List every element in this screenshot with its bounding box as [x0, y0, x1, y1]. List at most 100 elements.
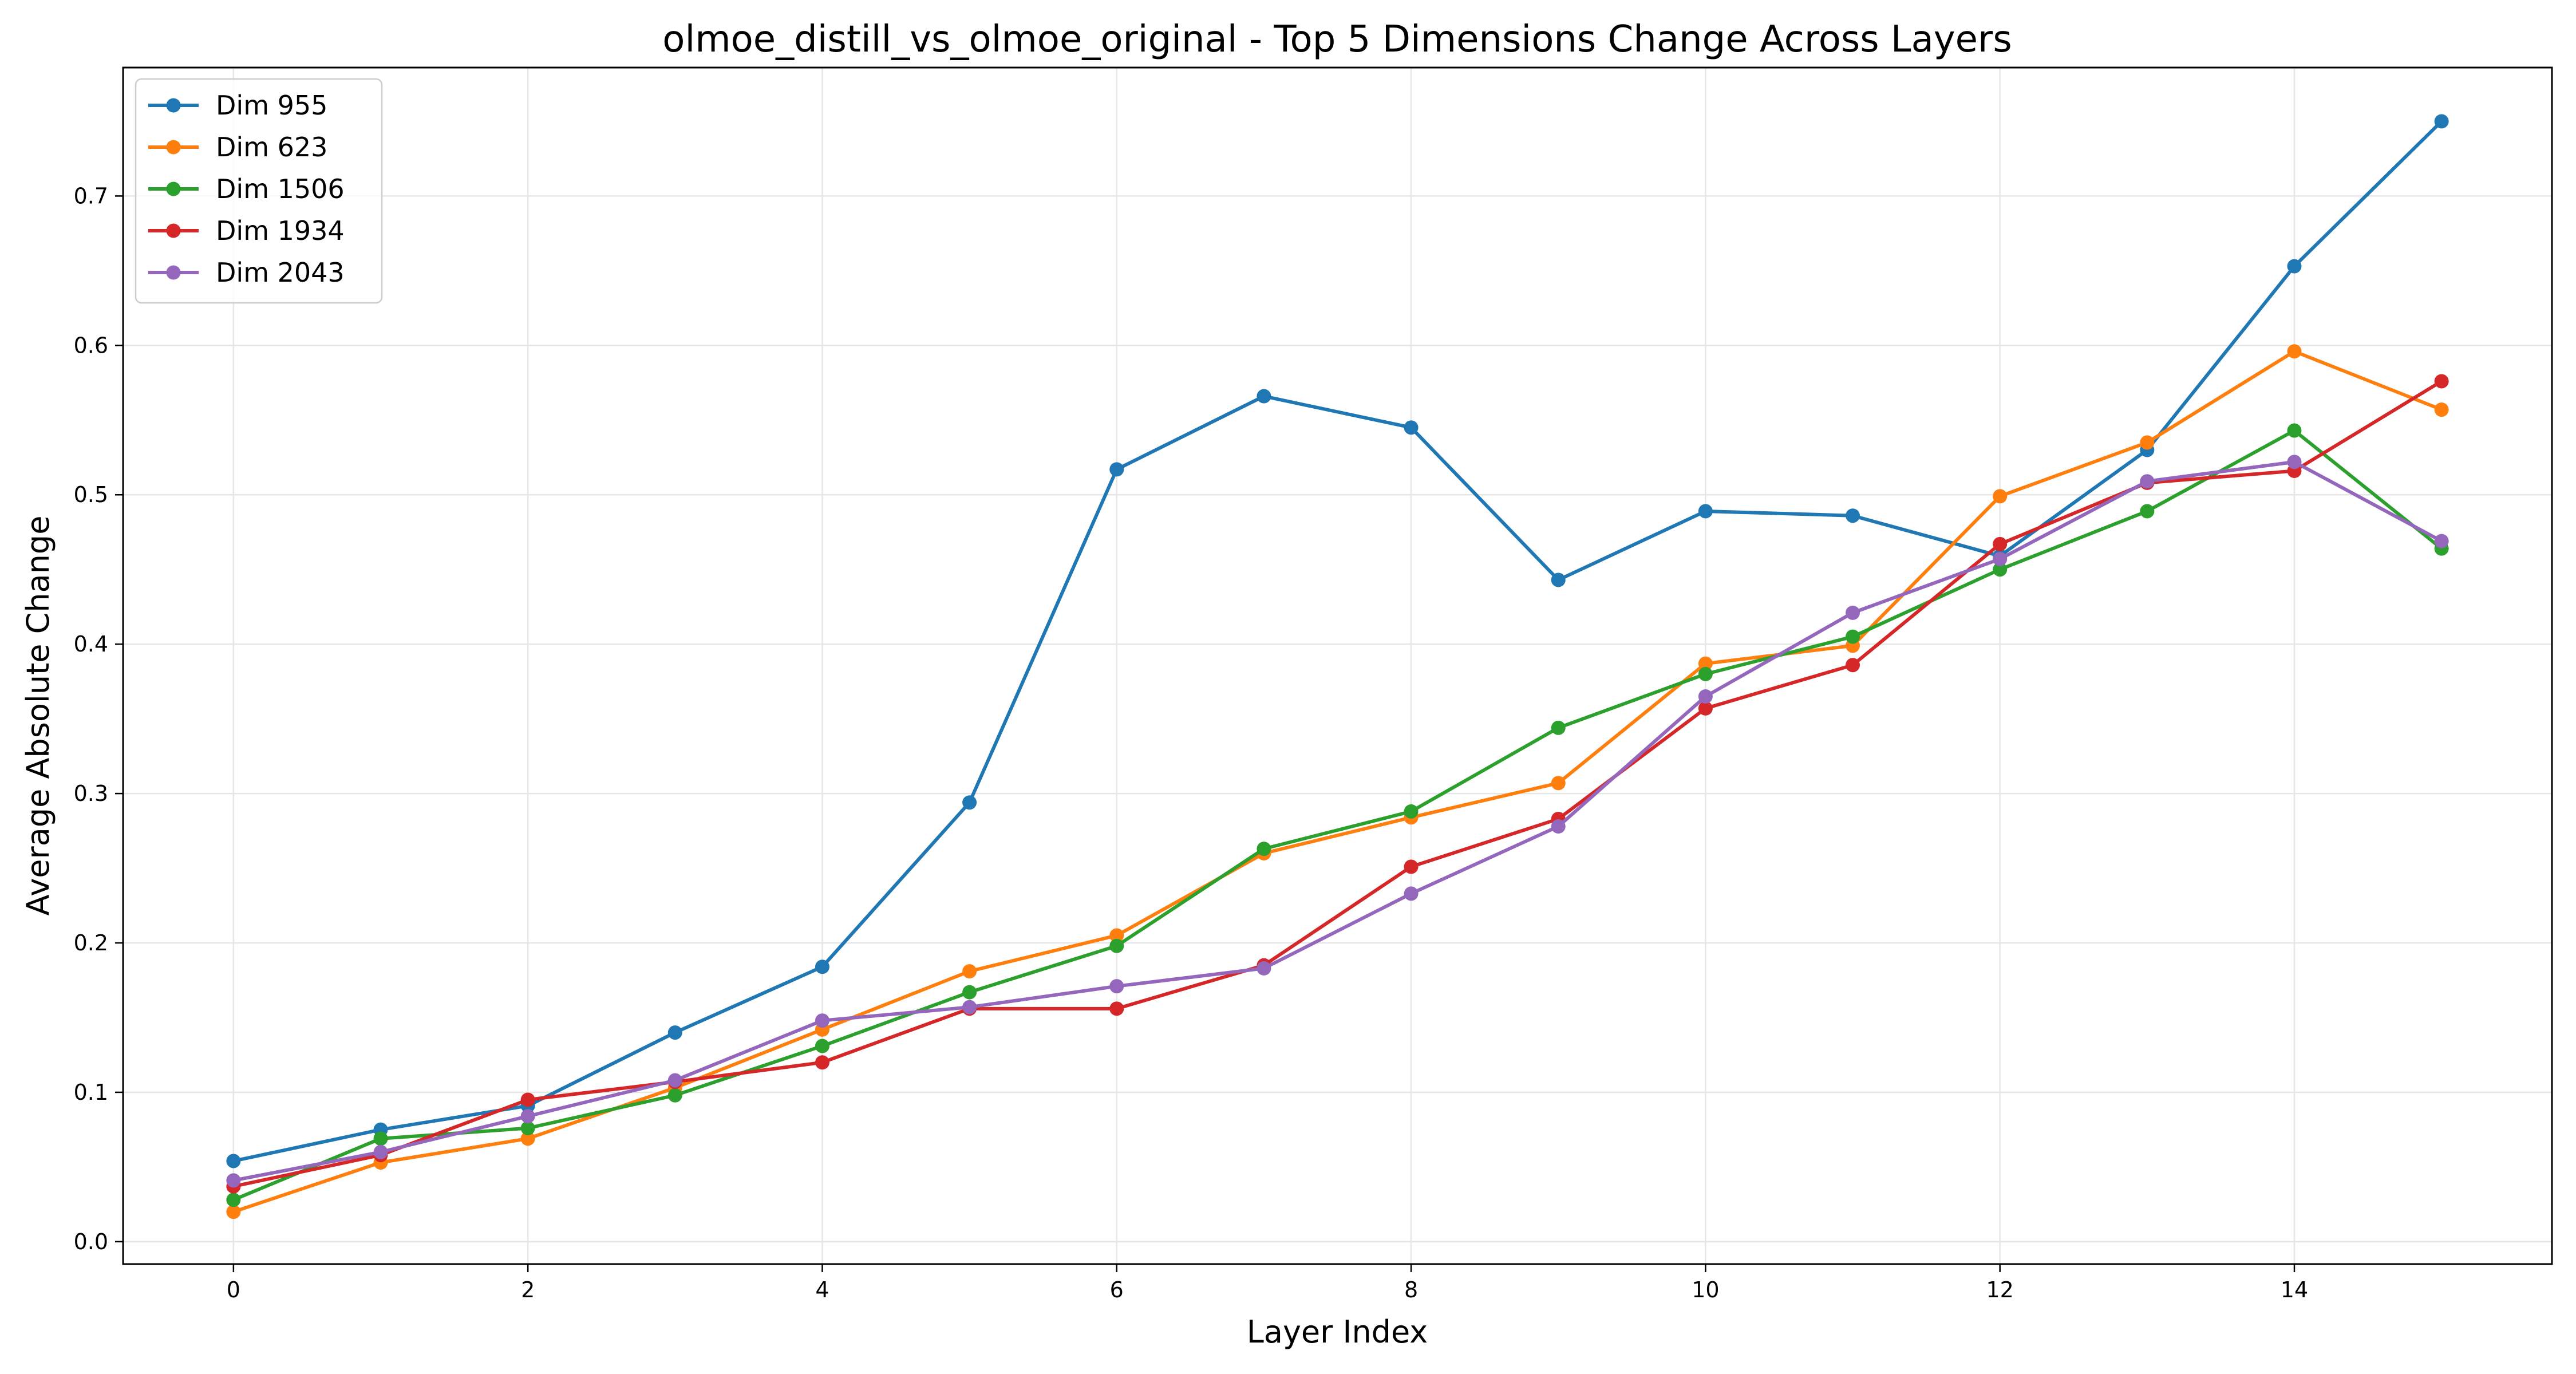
data-point: [815, 1013, 829, 1028]
data-point: [962, 985, 977, 1000]
x-tick-label: 0: [227, 1277, 240, 1302]
data-point: [226, 1193, 241, 1207]
data-point: [2140, 474, 2155, 489]
series: [226, 114, 2449, 1219]
legend-entry: Dim 623: [148, 132, 327, 163]
series-dim-955: [226, 114, 2449, 1168]
data-point: [815, 1055, 829, 1070]
data-point: [815, 1039, 829, 1053]
data-point: [2140, 435, 2155, 450]
data-point: [962, 1000, 977, 1014]
legend-marker: [166, 265, 181, 280]
data-point: [520, 1092, 535, 1107]
legend-label: Dim 623: [216, 132, 327, 163]
data-point: [962, 964, 977, 979]
data-point: [226, 1205, 241, 1219]
y-tick-label: 0.3: [74, 781, 108, 806]
data-point: [1109, 928, 1124, 943]
y-tick-label: 0.0: [74, 1229, 108, 1254]
x-tick-label: 6: [1110, 1277, 1124, 1302]
data-point: [1698, 701, 1713, 716]
legend-label: Dim 1934: [216, 215, 345, 246]
data-point: [1846, 508, 1860, 523]
data-point: [1551, 572, 1566, 587]
data-point: [373, 1131, 388, 1146]
plot-area: [122, 66, 2553, 1265]
series-dim-1506: [226, 423, 2449, 1207]
data-point: [1698, 656, 1713, 671]
data-point: [2287, 344, 2302, 359]
data-point: [1698, 689, 1713, 704]
data-point: [2434, 534, 2449, 548]
data-point: [1109, 938, 1124, 953]
data-point: [1698, 666, 1713, 681]
series-line: [233, 380, 2443, 1189]
x-tick-label: 2: [521, 1277, 535, 1302]
legend-label: Dim 1506: [216, 173, 345, 204]
data-point: [1846, 605, 1860, 620]
x-tick-label: 4: [815, 1277, 829, 1302]
y-tick-label: 0.6: [74, 333, 108, 358]
data-point: [1257, 842, 1271, 856]
x-tick-label: 12: [1986, 1277, 2014, 1302]
data-point: [1551, 720, 1566, 735]
data-point: [226, 1173, 241, 1188]
y-tick-label: 0.7: [74, 183, 108, 208]
data-point: [1404, 420, 1419, 435]
series-dim-2043: [226, 455, 2449, 1188]
data-point: [667, 1088, 682, 1103]
data-point: [2140, 504, 2155, 519]
legend-marker: [166, 181, 181, 196]
legend-marker: [166, 98, 181, 113]
x-axis: 0 2 4 6 8 10 12 14: [227, 1264, 2308, 1302]
legend-label: Dim 955: [216, 90, 327, 121]
data-point: [2287, 259, 2302, 274]
data-point: [962, 795, 977, 810]
y-tick-label: 0.2: [74, 930, 108, 956]
data-point: [2434, 114, 2449, 129]
data-point: [1993, 562, 2008, 577]
data-point: [520, 1121, 535, 1136]
data-point: [815, 960, 829, 974]
data-point: [1257, 389, 1271, 404]
y-tick-label: 0.4: [74, 631, 108, 657]
x-axis-label: Layer Index: [1247, 1314, 1428, 1350]
x-tick-label: 10: [1692, 1277, 1719, 1302]
data-point: [2287, 455, 2302, 469]
data-point: [226, 1154, 241, 1168]
data-point: [1551, 819, 1566, 834]
chart-title: olmoe_distill_vs_olmoe_original - Top 5 …: [662, 18, 2012, 61]
data-point: [1993, 551, 2008, 566]
series-line: [232, 429, 2443, 1202]
legend-marker: [166, 223, 181, 238]
legend-box: [135, 78, 383, 304]
legend-label: Dim 2043: [216, 257, 345, 288]
series-line: [233, 120, 2443, 1163]
data-point: [2434, 402, 2449, 417]
data-point: [667, 1025, 682, 1040]
y-axis: 0.0 0.1 0.2 0.3 0.4 0.5 0.6 0.7: [74, 183, 123, 1254]
data-point: [1404, 804, 1419, 819]
y-tick-label: 0.5: [74, 482, 108, 507]
data-point: [2287, 423, 2302, 438]
data-point: [1993, 536, 2008, 551]
x-tick-label: 8: [1404, 1277, 1418, 1302]
data-point: [1404, 886, 1419, 901]
data-point: [1109, 1001, 1124, 1016]
x-tick-label: 14: [2281, 1277, 2308, 1302]
data-point: [1698, 504, 1713, 519]
y-tick-label: 0.1: [74, 1080, 108, 1105]
series-line: [233, 460, 2443, 1182]
legend-entry: Dim 2043: [148, 257, 345, 288]
data-point: [520, 1109, 535, 1124]
legend-entry: Dim 1506: [148, 173, 345, 204]
data-point: [667, 1073, 682, 1088]
legend-marker: [166, 140, 181, 155]
data-point: [1993, 489, 2008, 504]
legend: Dim 955 Dim 623 Dim 1506 Dim 1934 Dim 2043: [135, 78, 383, 304]
data-point: [1846, 629, 1860, 644]
data-point: [1257, 961, 1271, 976]
data-point: [1846, 658, 1860, 673]
